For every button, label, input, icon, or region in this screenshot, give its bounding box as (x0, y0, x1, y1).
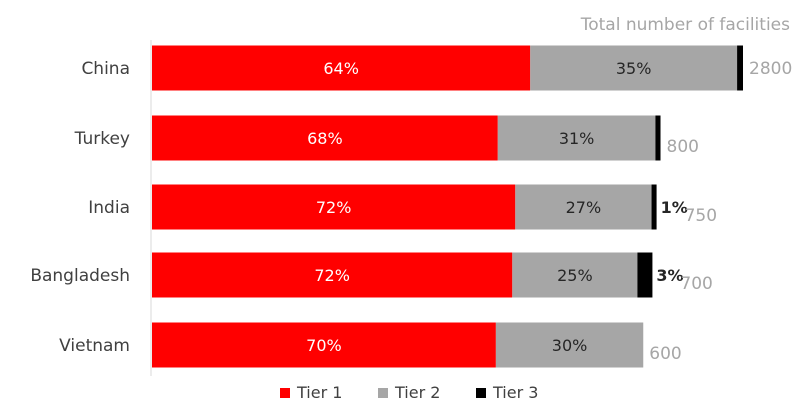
bar-tier-1-bangladesh (152, 252, 513, 298)
data-label-tier-2-vietnam: 30% (552, 336, 588, 355)
category-label-vietnam: Vietnam (59, 336, 130, 356)
data-label-tier-1-india: 72% (316, 198, 352, 217)
total-label-vietnam: 600 (649, 344, 681, 364)
total-label-turkey: 800 (667, 137, 699, 157)
data-label-tier-1-vietnam: 70% (306, 336, 342, 355)
bar-tier-1-china (152, 45, 531, 91)
bar-tier-2-vietnam (495, 322, 644, 368)
category-label-india: India (88, 198, 130, 218)
bar-tier-3-turkey (655, 115, 661, 161)
bar-tier-3-india (651, 184, 657, 230)
bar-tier-2-turkey (497, 115, 656, 161)
legend-swatch-tier-3 (476, 388, 486, 398)
data-label-tier-2-china: 35% (616, 59, 652, 78)
legend-label-tier-2: Tier 2 (394, 383, 440, 402)
category-label-china: China (81, 59, 130, 79)
bar-tier-2-india (515, 184, 652, 230)
data-label-tier-2-turkey: 31% (559, 129, 595, 148)
data-label-tier-3-india: 1% (661, 198, 688, 217)
data-label-tier-2-india: 27% (566, 198, 602, 217)
data-label-tier-1-china: 64% (323, 59, 359, 78)
data-label-tier-2-bangladesh: 25% (557, 266, 593, 285)
legend-label-tier-1: Tier 1 (296, 383, 342, 402)
legend-swatch-tier-1 (280, 388, 290, 398)
legend-label-tier-3: Tier 3 (492, 383, 538, 402)
data-label-tier-1-turkey: 68% (307, 129, 343, 148)
bar-tier-1-turkey (152, 115, 498, 161)
data-label-tier-1-bangladesh: 72% (314, 266, 350, 285)
total-label-china: 2800 (749, 59, 792, 79)
bar-tier-2-bangladesh (512, 252, 638, 298)
category-label-turkey: Turkey (74, 129, 130, 149)
bar-tier-3-china (737, 45, 743, 91)
bar-tier-1-india (152, 184, 516, 230)
category-label-bangladesh: Bangladesh (30, 266, 130, 286)
legend-swatch-tier-2 (378, 388, 388, 398)
total-label-india: 750 (685, 206, 717, 226)
bar-tier-1-vietnam (152, 322, 496, 368)
legend: Tier 1 Tier 2 Tier 3 (280, 383, 538, 402)
totals-title: Total number of facilities (580, 15, 790, 35)
bars-group: China 64% 35% 2800 Turkey 68% 31% 800 India 72% 27… (30, 45, 792, 368)
total-label-bangladesh: 700 (680, 274, 712, 294)
bar-tier-2-china (530, 45, 738, 91)
bar-tier-3-bangladesh (637, 252, 653, 298)
data-label-tier-3-bangladesh: 3% (656, 266, 683, 285)
